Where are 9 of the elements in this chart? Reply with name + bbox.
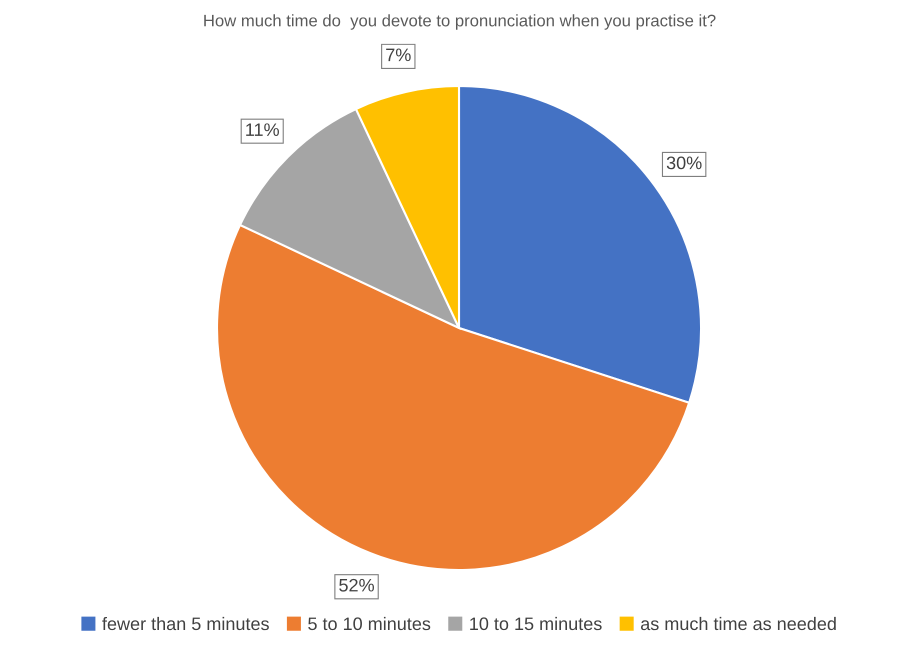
data-label: 7% — [386, 48, 411, 62]
legend-label: as much time as needed — [640, 616, 836, 630]
data-label: 52% — [339, 578, 374, 592]
chart-title: How much time do you devote to pronunciation when you practise it? — [204, 14, 716, 30]
data-label: 30% — [666, 156, 702, 170]
legend-label: 10 to 15 minutes — [470, 616, 602, 630]
legend-label: fewer than 5 minutes — [102, 616, 269, 630]
data-label: 11% — [246, 123, 279, 136]
legend-label: 5 to 10 minutes — [308, 616, 430, 630]
